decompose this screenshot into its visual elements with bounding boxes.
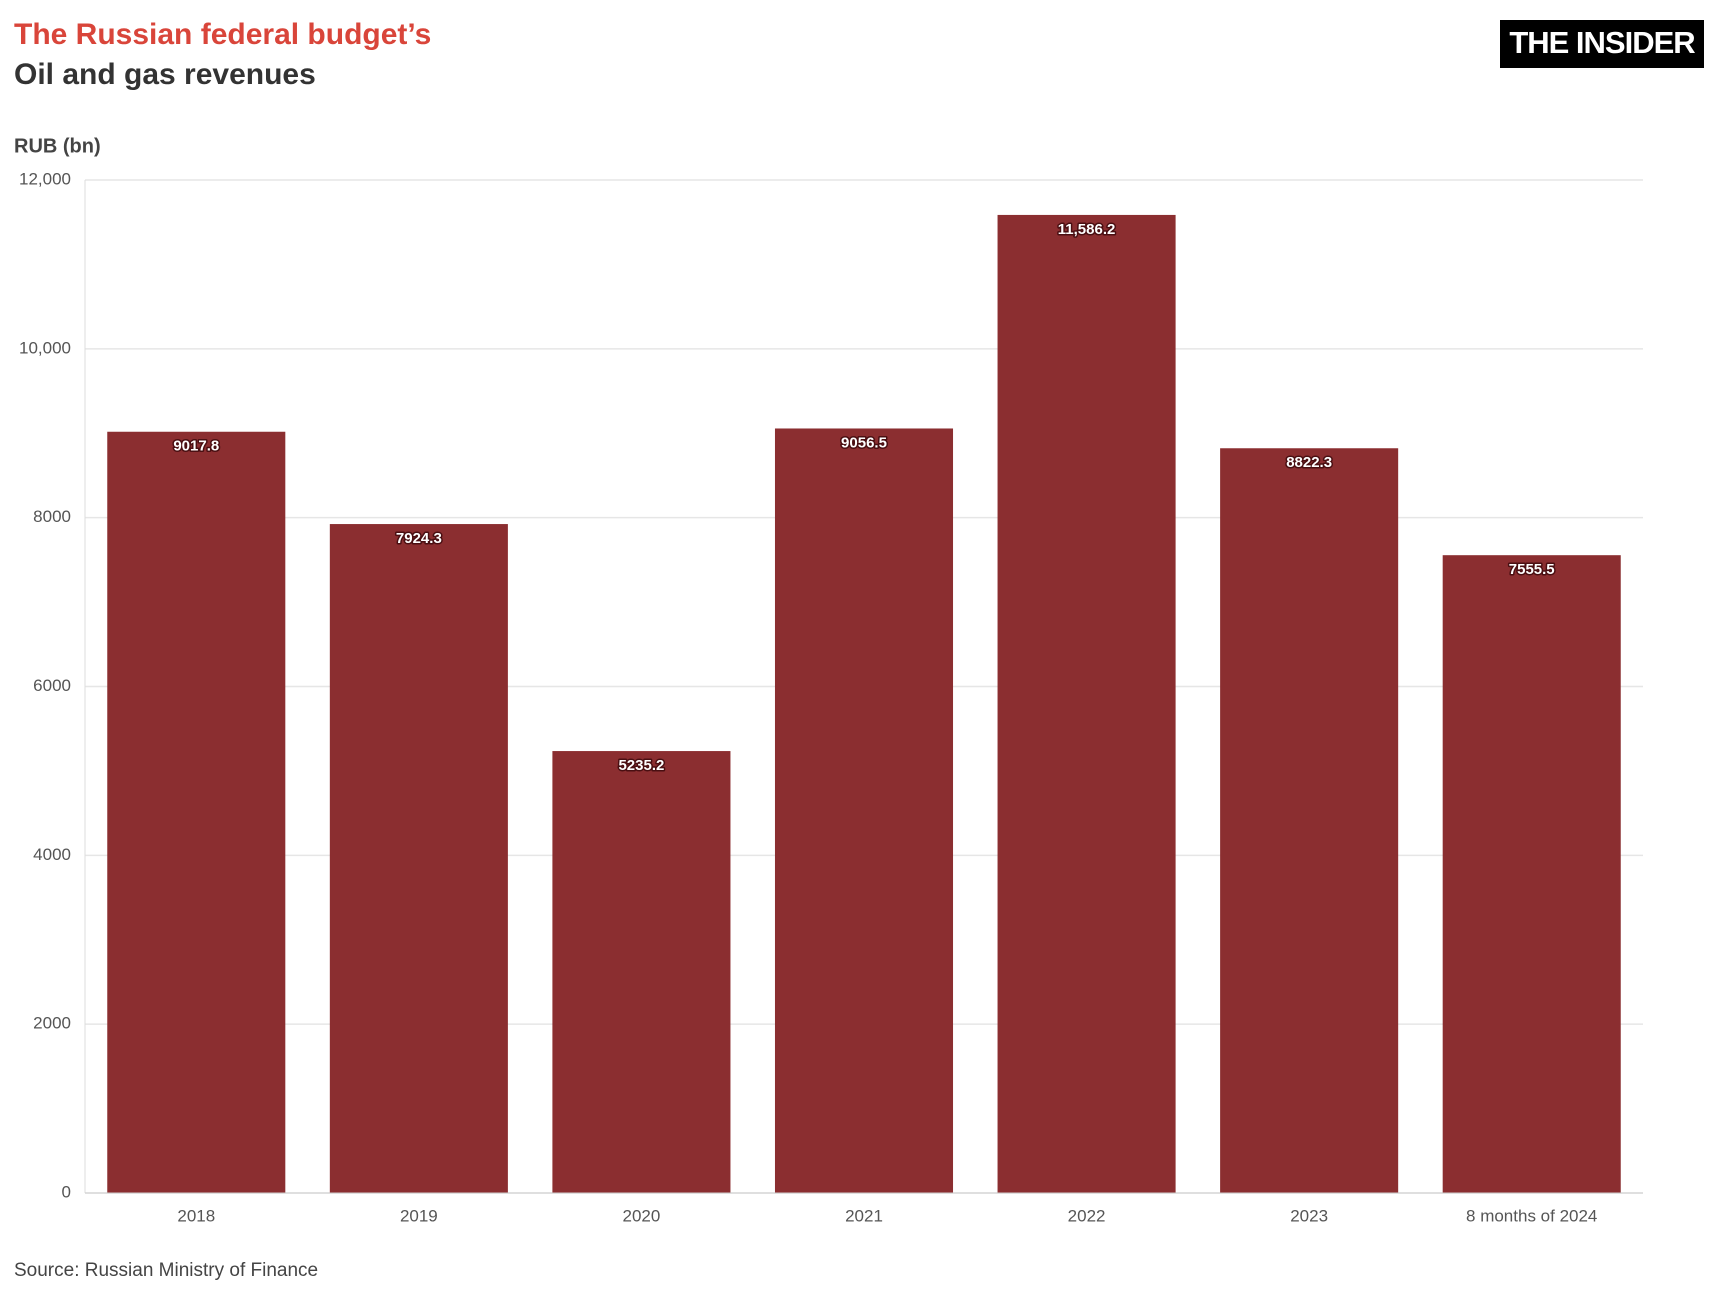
source: Source: Russian Ministry of Finance: [14, 1260, 318, 1281]
y-tick-label: 10,000: [19, 338, 71, 357]
x-tick-label: 8 months of 2024: [1466, 1206, 1597, 1225]
value-label: 11,586.2: [1058, 221, 1116, 238]
value-label: 9017.8: [173, 438, 219, 455]
plot-area: 0 2000 4000 6000 8000 10,000 12,000 9017.8 2018 7…: [19, 169, 1643, 1225]
bar: [774, 428, 954, 1193]
bar: [997, 214, 1176, 1193]
x-tick-label: 2022: [1068, 1206, 1106, 1225]
x-tick-label: 2020: [623, 1206, 661, 1225]
bar: [329, 524, 508, 1193]
value-label: 7555.5: [1509, 561, 1555, 578]
value-label: 8822.3: [1286, 454, 1332, 471]
y-tick-label: 12,000: [19, 169, 71, 188]
logo-box: [1500, 20, 1704, 68]
y-tick-label: 0: [62, 1182, 71, 1201]
chart-title: The Russian federal budget’s: [14, 18, 431, 51]
y-axis-label: RUB (bn): [14, 135, 101, 157]
y-tick-label: 4000: [33, 845, 71, 864]
x-tick-label: 2021: [845, 1206, 883, 1225]
bar: [1442, 555, 1621, 1193]
x-tick-label: 2023: [1290, 1206, 1328, 1225]
y-tick-label: 8000: [33, 507, 71, 526]
x-tick-label: 2019: [400, 1206, 438, 1225]
value-label: 7924.3: [396, 530, 442, 547]
bar: [107, 431, 286, 1193]
chart-subtitle: Oil and gas revenues: [14, 58, 316, 91]
value-label: 9056.5: [841, 434, 887, 451]
bar: [1220, 448, 1399, 1193]
value-label: 5235.2: [618, 757, 664, 774]
y-tick-label: 6000: [33, 676, 71, 695]
bar: [552, 751, 731, 1193]
logo: THE INSIDER: [1509, 25, 1695, 60]
x-tick-label: 2018: [177, 1206, 215, 1225]
y-tick-label: 2000: [33, 1014, 71, 1033]
